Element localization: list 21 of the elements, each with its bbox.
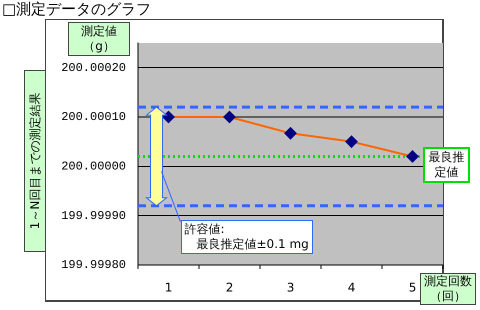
y-tick-label: 199.99980 xyxy=(61,258,126,272)
x-axis-title: 測定回数（回） xyxy=(420,273,476,305)
x-tick-label: 5 xyxy=(408,280,416,294)
point xyxy=(224,111,236,123)
point xyxy=(406,150,418,162)
x-tick-label: 2 xyxy=(226,280,234,294)
annotation: 許容値: 最良推定値±0.1 mg xyxy=(180,220,313,254)
y-tick-label: 200.00020 xyxy=(61,60,126,75)
x-tick-label: 4 xyxy=(348,280,356,294)
y-tick-label: 200.00010 xyxy=(61,110,126,124)
point xyxy=(346,136,358,148)
ref-line-label: 最良推定値 xyxy=(423,147,470,184)
y-tick-label: 200.00000 xyxy=(61,160,126,174)
y-tick-label: 199.99990 xyxy=(61,208,126,223)
y-axis-title: 1～N回目までの測定結果 xyxy=(24,70,46,252)
text: 測定値（g） xyxy=(68,22,130,56)
chart-title: □測定データのグラフ xyxy=(2,0,152,19)
x-tick-label: 3 xyxy=(286,280,294,294)
point xyxy=(162,111,174,123)
point xyxy=(284,127,296,140)
x-tick-label: 1 xyxy=(164,280,172,294)
